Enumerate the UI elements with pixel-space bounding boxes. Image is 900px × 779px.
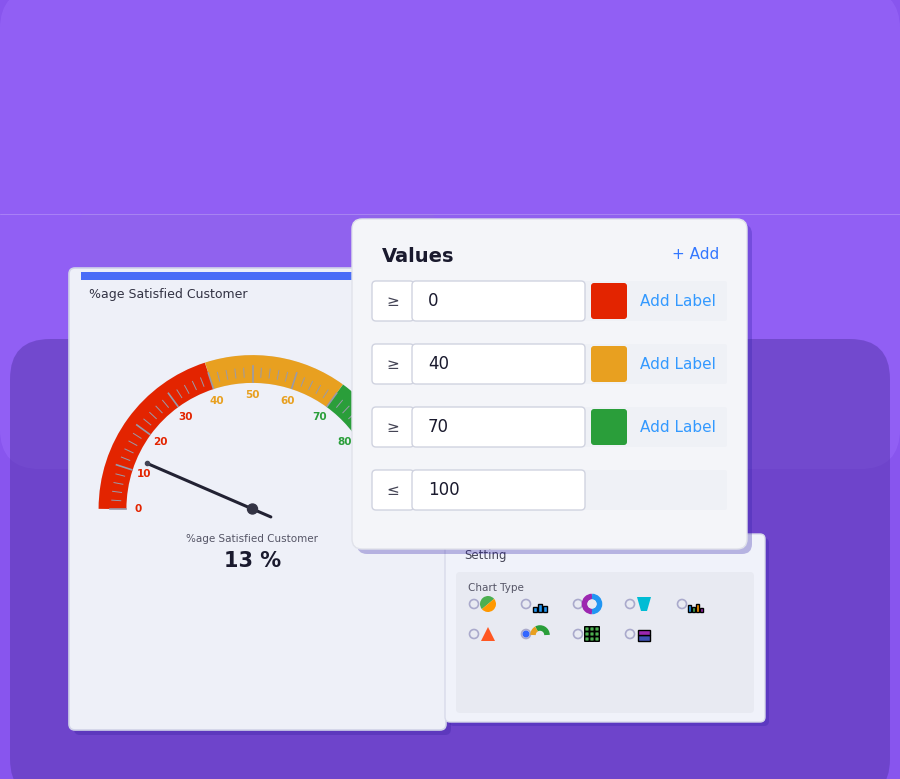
FancyBboxPatch shape [595,632,599,636]
Circle shape [248,504,257,514]
Text: ≥: ≥ [387,357,400,372]
FancyBboxPatch shape [456,572,754,713]
Wedge shape [482,599,496,612]
Text: 13 %: 13 % [224,551,281,571]
Text: 30: 30 [178,412,193,421]
Text: ≤: ≤ [387,482,400,498]
FancyBboxPatch shape [591,283,627,319]
FancyBboxPatch shape [591,346,627,382]
Text: 80: 80 [338,437,352,447]
FancyBboxPatch shape [372,407,727,447]
Text: Chart Type: Chart Type [468,583,524,593]
FancyBboxPatch shape [10,339,890,779]
FancyBboxPatch shape [412,344,585,384]
FancyBboxPatch shape [372,281,727,321]
Text: Setting: Setting [464,549,507,562]
FancyBboxPatch shape [372,470,727,510]
Text: 0: 0 [428,292,438,310]
Text: 0: 0 [135,504,142,514]
FancyBboxPatch shape [0,0,900,469]
FancyBboxPatch shape [372,344,727,384]
Text: Values: Values [422,261,458,271]
Circle shape [523,631,529,636]
FancyBboxPatch shape [543,606,547,612]
FancyBboxPatch shape [692,607,695,612]
FancyBboxPatch shape [538,604,542,612]
Text: 50: 50 [245,390,260,400]
FancyBboxPatch shape [696,604,699,612]
FancyBboxPatch shape [412,470,585,510]
Text: 40: 40 [210,396,225,406]
Text: 40: 40 [462,236,476,246]
FancyBboxPatch shape [80,214,435,319]
FancyBboxPatch shape [372,344,414,384]
FancyBboxPatch shape [372,281,414,321]
FancyBboxPatch shape [69,268,446,730]
Text: 100: 100 [428,481,460,499]
Text: ≥: ≥ [387,294,400,308]
FancyBboxPatch shape [367,214,732,299]
FancyBboxPatch shape [81,272,434,280]
Polygon shape [637,597,651,611]
Text: ≥: ≥ [387,420,400,435]
FancyBboxPatch shape [585,636,590,641]
FancyBboxPatch shape [590,626,594,631]
FancyBboxPatch shape [585,626,590,631]
FancyBboxPatch shape [533,607,537,612]
FancyBboxPatch shape [591,409,627,445]
FancyBboxPatch shape [412,407,585,447]
FancyBboxPatch shape [449,538,769,726]
Text: Add Label: Add Label [640,420,716,435]
Text: 100: 100 [562,236,583,246]
FancyBboxPatch shape [372,470,414,510]
FancyBboxPatch shape [638,630,650,635]
FancyBboxPatch shape [700,608,703,612]
Text: 100: 100 [356,504,377,514]
Text: Values: Values [382,247,454,266]
Text: 70: 70 [312,412,327,421]
FancyBboxPatch shape [352,219,747,549]
Wedge shape [480,596,494,609]
Text: 60: 60 [281,396,295,406]
Text: 10: 10 [137,469,151,479]
Text: Add Label: Add Label [640,357,716,372]
Text: 40: 40 [428,355,449,373]
FancyBboxPatch shape [590,632,594,636]
Text: + Add: + Add [671,247,719,262]
FancyBboxPatch shape [412,281,585,321]
Text: %age Satisfied Customer: %age Satisfied Customer [89,288,248,301]
Text: Add Label: Add Label [640,294,716,308]
FancyBboxPatch shape [688,605,691,612]
FancyBboxPatch shape [445,534,765,722]
FancyBboxPatch shape [595,626,599,631]
Text: 70: 70 [428,418,449,436]
Polygon shape [481,627,495,641]
FancyBboxPatch shape [590,636,594,641]
FancyBboxPatch shape [585,632,590,636]
FancyBboxPatch shape [638,635,650,641]
Text: 20: 20 [153,437,167,447]
Text: %age Satisfied Customer: %age Satisfied Customer [186,534,319,544]
FancyBboxPatch shape [74,273,451,735]
FancyBboxPatch shape [357,224,752,554]
FancyBboxPatch shape [372,407,414,447]
FancyBboxPatch shape [595,636,599,641]
Circle shape [588,600,597,608]
Text: 90: 90 [354,469,368,479]
